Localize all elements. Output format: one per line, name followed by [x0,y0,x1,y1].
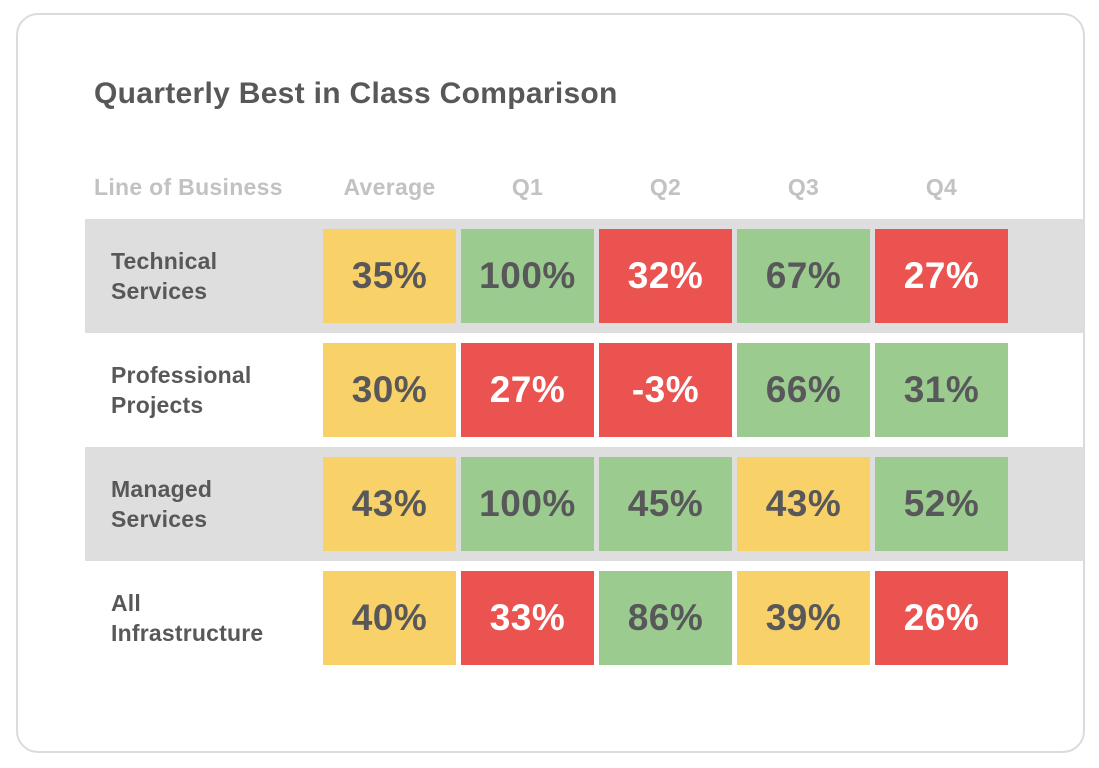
metric-cell: 40% [323,571,456,665]
cell-value: 33% [489,597,566,638]
metric-cell: 30% [323,343,456,437]
table-header-row: Line of Business Average Q1 Q2 Q3 Q4 [85,169,1083,205]
column-header-q4: Q4 [925,173,958,200]
cell-value: 67% [765,255,842,296]
column-header-line-of-business: Line of Business [94,173,283,200]
cell-value: 39% [765,597,842,638]
cell-value: 32% [627,255,704,296]
metric-cell: 26% [875,571,1008,665]
row-label: Technical Services [111,248,218,304]
cell-value: 100% [479,483,576,524]
quarterly-comparison-card: Quarterly Best in Class Comparison Line … [16,13,1085,753]
metric-cell: 39% [737,571,870,665]
cell-value: 86% [627,597,704,638]
column-header-average: Average [343,173,436,200]
metric-cell: 27% [875,229,1008,323]
cell-value: 43% [351,483,428,524]
metric-cell: 100% [461,457,594,551]
metric-cell: 43% [323,457,456,551]
table-row: Managed Services 43% 100% 45% 43% 52% [85,447,1083,561]
metric-cell: 67% [737,229,870,323]
cell-value: 27% [903,255,980,296]
row-label: Managed Services [111,476,213,532]
table-row: All Infrastructure 40% 33% 86% 39% 26% [85,561,1083,675]
cell-value: 27% [489,369,566,410]
column-header-q2: Q2 [649,173,682,200]
metric-cell: 52% [875,457,1008,551]
cell-value: 45% [627,483,704,524]
metric-cell: 66% [737,343,870,437]
metric-cell: 27% [461,343,594,437]
column-header-q1: Q1 [511,173,544,200]
metric-cell: -3% [599,343,732,437]
table-body: Technical Services 35% 100% 32% 67% 27% … [85,219,1083,675]
metric-cell: 43% [737,457,870,551]
cell-value: 26% [903,597,980,638]
cell-value: -3% [631,369,700,410]
cell-value: 40% [351,597,428,638]
table-row: Technical Services 35% 100% 32% 67% 27% [85,219,1083,333]
page-title: Quarterly Best in Class Comparison [94,77,618,110]
metric-cell: 45% [599,457,732,551]
metric-cell: 35% [323,229,456,323]
row-label: Professional Projects [111,362,252,418]
row-label: All Infrastructure [111,590,264,646]
cell-value: 35% [351,255,428,296]
cell-value: 66% [765,369,842,410]
metric-cell: 32% [599,229,732,323]
cell-value: 43% [765,483,842,524]
column-header-q3: Q3 [787,173,820,200]
metric-cell: 31% [875,343,1008,437]
metric-cell: 33% [461,571,594,665]
cell-value: 31% [903,369,980,410]
cell-value: 30% [351,369,428,410]
cell-value: 52% [903,483,980,524]
table-row: Professional Projects 30% 27% -3% 66% 31… [85,333,1083,447]
metric-cell: 86% [599,571,732,665]
metric-cell: 100% [461,229,594,323]
cell-value: 100% [479,255,576,296]
comparison-table: Line of Business Average Q1 Q2 Q3 Q4 Tec… [85,169,1083,675]
